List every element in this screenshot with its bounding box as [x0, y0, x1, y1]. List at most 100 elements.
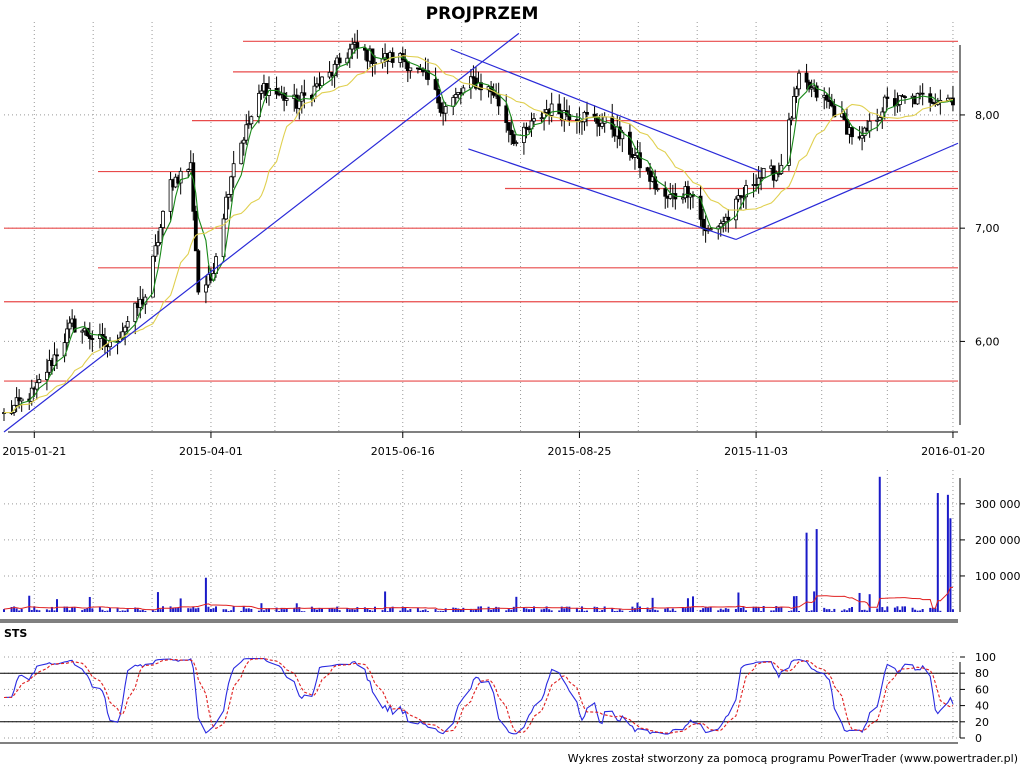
volume-bar — [63, 606, 66, 612]
volume-bar — [416, 607, 419, 612]
candle-body — [860, 135, 864, 139]
volume-bar — [333, 608, 336, 612]
candle-body — [882, 96, 887, 113]
volume-bar — [10, 607, 13, 612]
volume-bar — [737, 592, 740, 612]
candle-body — [527, 128, 531, 131]
volume-bar — [399, 610, 402, 612]
candle-body — [628, 131, 632, 155]
volume-bar — [777, 607, 780, 612]
candle-body — [45, 371, 49, 380]
volume-bar — [162, 606, 164, 612]
volume-bar — [490, 609, 493, 612]
volume-bar — [651, 597, 654, 612]
volume-bar — [686, 598, 689, 612]
volume-bar — [639, 606, 641, 612]
volume-bar — [893, 607, 896, 612]
volume-bar — [949, 518, 952, 612]
volume-bar — [671, 608, 674, 612]
volume-bar — [709, 607, 712, 612]
volume-bar — [527, 609, 530, 612]
volume-bar — [174, 607, 177, 612]
volume-bar — [868, 594, 871, 612]
volume-bar — [71, 607, 74, 612]
volume-bar — [805, 532, 808, 612]
candle-body — [214, 256, 218, 274]
volume-bar — [103, 611, 106, 612]
volume-bar — [876, 608, 879, 612]
volume-bar — [86, 607, 89, 612]
volume-bar — [328, 608, 331, 612]
candle-body — [903, 96, 907, 98]
candle-body — [655, 188, 660, 191]
volume-bar — [916, 610, 919, 612]
candle-body — [453, 94, 458, 98]
volume-bar — [560, 606, 563, 612]
volume-bar — [401, 606, 404, 612]
volume-bar — [30, 610, 33, 612]
candle-body — [789, 117, 794, 121]
candle-body — [663, 188, 668, 197]
volume-bar — [245, 608, 248, 612]
volume-bar — [121, 610, 124, 612]
volume-bar — [124, 610, 127, 612]
volume-bar — [830, 611, 833, 612]
price-y-tick-label: 7,00 — [975, 222, 1000, 235]
candle-body — [832, 105, 837, 118]
candle-body — [284, 98, 289, 101]
candle-body — [496, 94, 501, 107]
volume-bar — [215, 606, 217, 612]
volume-bar — [88, 596, 91, 612]
volume-bar — [543, 608, 546, 612]
candle-body — [249, 116, 254, 125]
volume-bar — [815, 529, 818, 612]
volume-bar — [268, 608, 270, 612]
candle-body — [756, 177, 761, 185]
candle-body — [224, 196, 228, 220]
trend-line — [735, 142, 959, 241]
volume-bar — [434, 609, 437, 612]
volume-bar — [507, 609, 510, 612]
footer-credit: Wykres został stworzony za pomocą progra… — [568, 752, 1018, 765]
candle-body — [900, 95, 905, 98]
volume-bar — [656, 610, 659, 612]
volume-bar — [462, 607, 465, 612]
volume-bar — [45, 609, 48, 612]
candle-body — [506, 122, 511, 131]
candle-body — [792, 96, 796, 119]
sts-y-tick-label: 80 — [975, 667, 989, 680]
volume-bar — [886, 606, 889, 612]
volume-bar — [240, 610, 243, 612]
volume-bar — [230, 610, 233, 612]
candle-body — [133, 302, 138, 322]
candle-body — [355, 42, 360, 49]
candle-body — [511, 134, 516, 145]
candle-body — [787, 119, 791, 166]
volume-bar — [633, 608, 636, 612]
volume-bar — [313, 608, 316, 612]
candle-body — [244, 124, 249, 141]
volume-bar — [260, 603, 263, 612]
candle-body — [299, 92, 304, 102]
volume-bar — [437, 611, 440, 612]
volume-bar — [739, 607, 742, 612]
volume-bar — [194, 608, 197, 612]
volume-bar — [48, 610, 51, 612]
volume-bar — [734, 608, 737, 612]
candle-body — [645, 167, 650, 172]
volume-bar — [66, 606, 69, 612]
sts-y-tick-label: 100 — [975, 651, 996, 664]
volume-bar — [207, 606, 210, 612]
candle-body — [875, 119, 880, 122]
candle-body — [125, 321, 130, 328]
sts-panel-label: STS — [4, 627, 27, 640]
trend-lines — [3, 32, 959, 433]
candle-body — [438, 102, 443, 113]
volume-bar — [858, 592, 861, 612]
volume-bar — [381, 610, 384, 612]
volume-bar — [247, 608, 250, 612]
volume-bar — [442, 610, 445, 612]
volume-bar — [136, 607, 139, 612]
volume-bar — [159, 609, 162, 612]
